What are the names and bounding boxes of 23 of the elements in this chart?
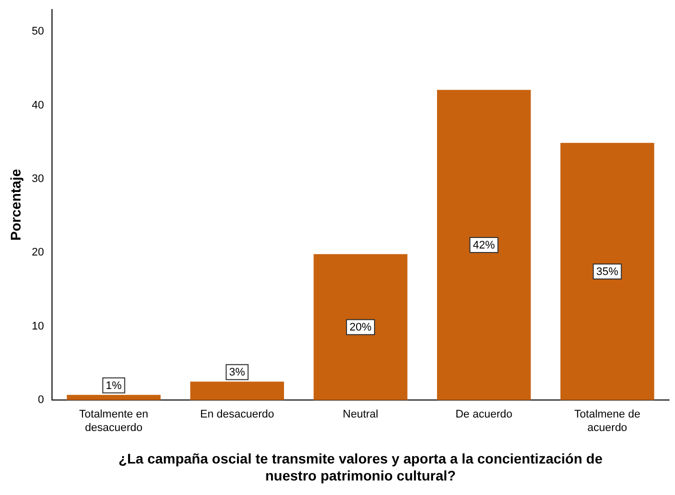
- y-tick-label: 30: [32, 173, 44, 186]
- data-label: 42%: [472, 239, 496, 252]
- x-tick-label: De acuerdo: [455, 408, 512, 421]
- data-label: 20%: [350, 322, 372, 334]
- x-axis-title: ¿La campaña oscial te transmite valores y aporta a la concientización de nuestro patrimonio cultural?: [118, 450, 603, 484]
- y-tick-label: 20: [32, 246, 44, 259]
- x-tick-label: Totalmene de acuerdo: [574, 408, 640, 434]
- y-axis-title: Porcentaje: [7, 168, 24, 241]
- x-tick-label: En desacuerdo: [200, 408, 274, 421]
- bar: [66, 394, 161, 400]
- data-label: 3%: [229, 366, 246, 379]
- y-tick-label: 10: [32, 320, 44, 332]
- y-tick-label: 40: [32, 99, 44, 112]
- bar: [560, 142, 654, 400]
- y-tick-label: 50: [32, 26, 44, 38]
- bar: [190, 382, 284, 400]
- bar: [437, 90, 531, 400]
- bar: [314, 254, 408, 400]
- x-tick-label: Totalmente en desacuerdo: [79, 408, 148, 434]
- data-label: 1%: [106, 380, 122, 392]
- data-label: 35%: [596, 266, 619, 278]
- x-tick-label: Neutral: [342, 408, 378, 421]
- y-tick-label: 0: [38, 394, 44, 406]
